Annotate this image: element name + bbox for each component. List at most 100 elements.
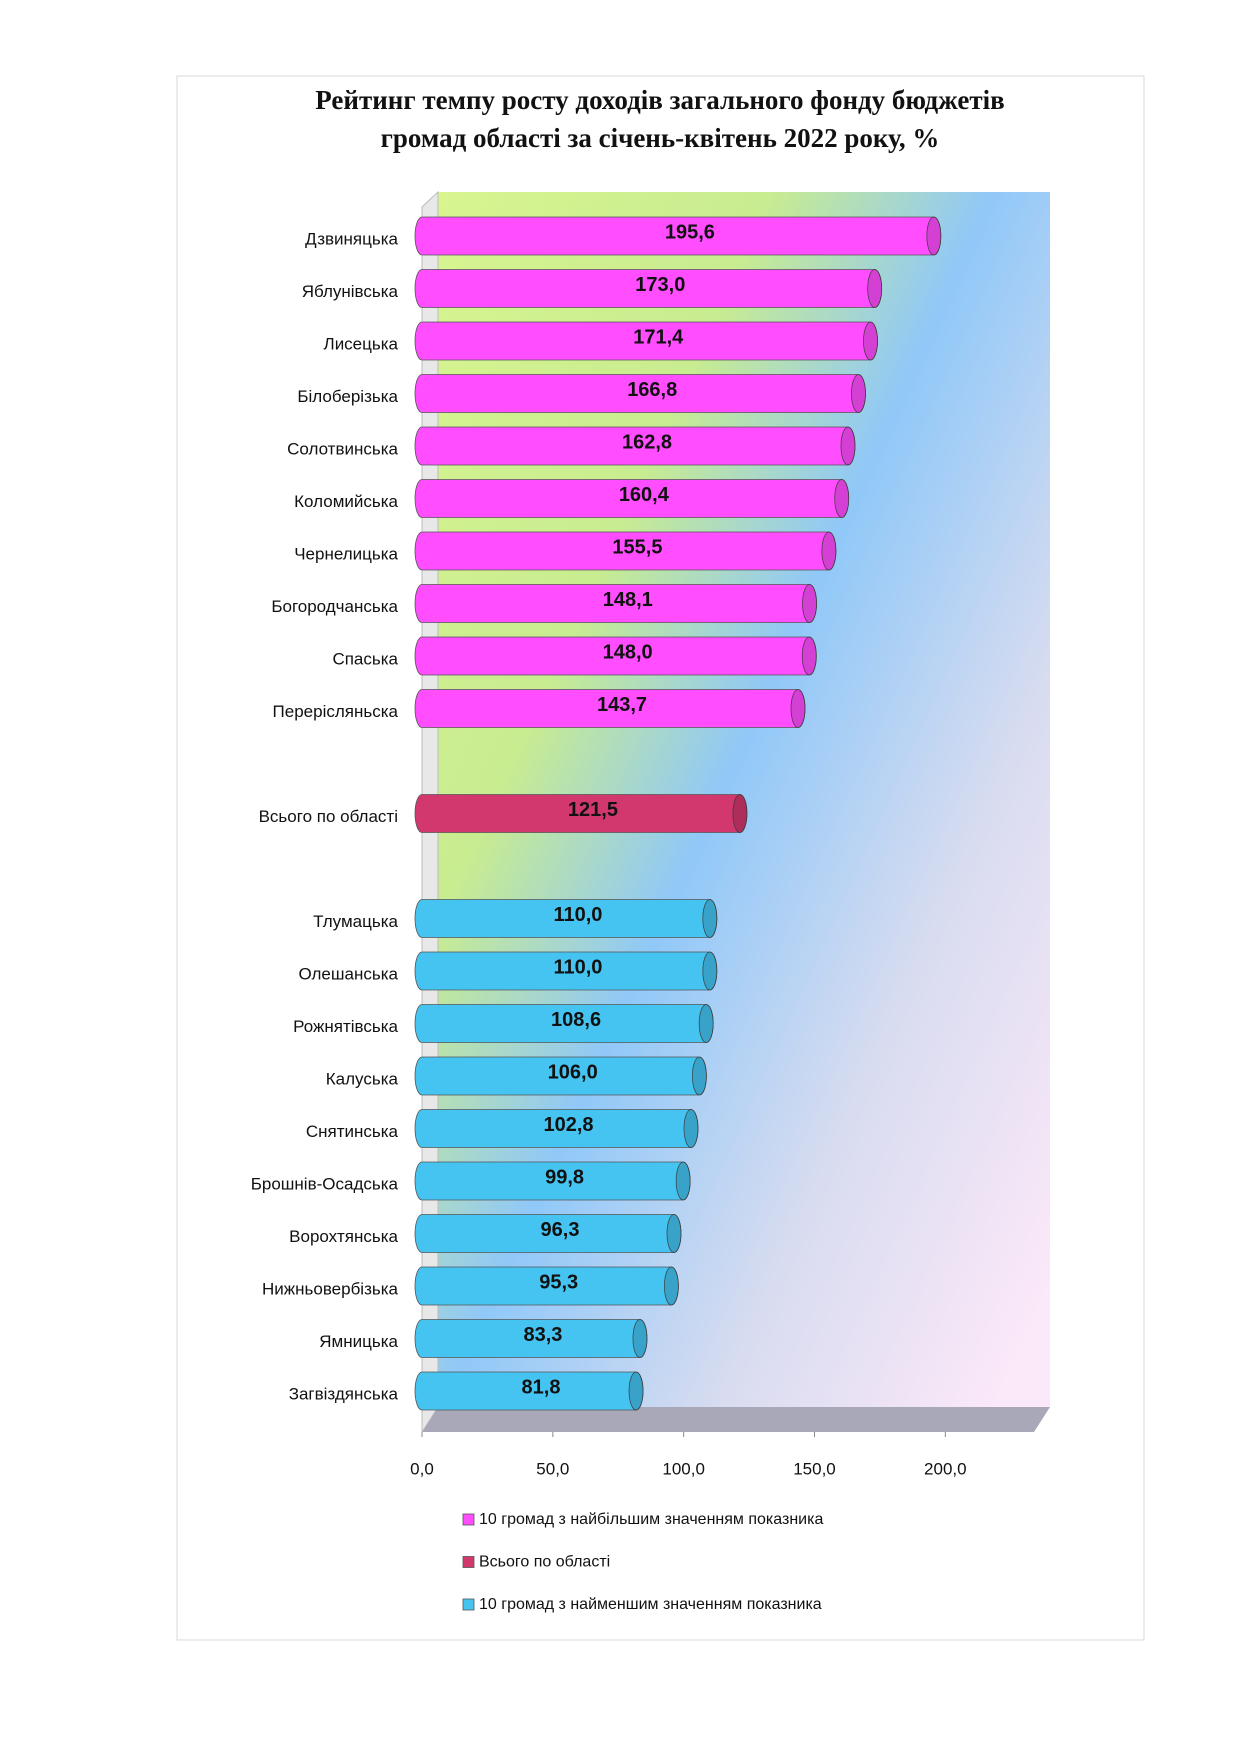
value-label: 148,1: [603, 589, 653, 611]
bar: [414, 1266, 679, 1306]
y-tick-label: Перерісляньска: [273, 702, 399, 721]
x-tick-label: 200,0: [924, 1459, 967, 1478]
value-label: 143,7: [597, 694, 647, 716]
y-tick-label: Олешанська: [298, 964, 398, 983]
bar: [414, 794, 748, 833]
value-label: 102,8: [543, 1114, 593, 1136]
bar-cap: [863, 321, 878, 361]
y-tick-label: Ворохтянська: [289, 1227, 398, 1246]
value-label: 195,6: [665, 221, 715, 243]
y-tick-label: Дзвиняцька: [305, 229, 398, 248]
y-tick-label: Тлумацька: [313, 912, 398, 931]
y-tick-label: Солотвинська: [287, 439, 398, 458]
x-tick-label: 0,0: [410, 1459, 434, 1478]
legend-label: 10 громад з найбільшим значенням показни…: [479, 1511, 823, 1528]
y-tick-label: Калуська: [326, 1069, 399, 1088]
legend-swatch: [462, 1513, 475, 1526]
legend-label: Всього по області: [479, 1554, 610, 1571]
bar: [414, 321, 878, 361]
bar-cap: [801, 636, 817, 676]
bar-cap: [851, 374, 866, 413]
y-tick-label: Богородчанська: [271, 597, 398, 616]
value-label: 108,6: [551, 1009, 601, 1031]
bar-cap: [926, 216, 942, 256]
legend-swatch: [462, 1598, 475, 1611]
y-tick-label: Снятинська: [306, 1122, 399, 1141]
y-tick-label: Білоберізька: [297, 387, 398, 406]
bar-cap: [702, 899, 718, 938]
bar: [414, 584, 817, 623]
x-tick-label: 50,0: [536, 1459, 569, 1478]
bar-cap: [790, 689, 806, 728]
bar-cap: [702, 951, 718, 991]
y-tick-label: Рожнятівська: [293, 1017, 398, 1036]
value-label: 155,5: [612, 536, 662, 558]
bar: [414, 636, 817, 676]
bar: [414, 479, 850, 518]
bar: [414, 1319, 648, 1358]
x-tick-label: 100,0: [662, 1459, 705, 1478]
value-label: 81,8: [522, 1376, 561, 1398]
bar: [414, 1371, 644, 1411]
y-tick-label: Всього по області: [259, 807, 398, 826]
bar-cap: [867, 269, 883, 308]
y-tick-label: Яблунівська: [302, 282, 399, 301]
value-label: 160,4: [619, 484, 670, 506]
bar-cap: [840, 426, 856, 466]
chart-title: громад області за січень-квітень 2022 ро…: [381, 123, 940, 153]
value-label: 110,0: [553, 904, 602, 926]
legend-swatch: [462, 1556, 475, 1568]
bar: [414, 216, 942, 256]
value-label: 95,3: [539, 1271, 578, 1293]
bar: [414, 1056, 707, 1096]
bar-cap: [834, 479, 850, 518]
value-label: 83,3: [524, 1324, 563, 1346]
bar: [414, 269, 883, 308]
value-label: 96,3: [541, 1219, 580, 1241]
bar: [414, 531, 837, 571]
y-tick-label: Нижньовербізька: [262, 1279, 399, 1298]
bar-cap: [628, 1371, 644, 1411]
bar-cap: [698, 1004, 714, 1043]
bar: [414, 951, 718, 991]
value-label: 99,8: [545, 1166, 584, 1188]
value-label: 171,4: [633, 326, 684, 348]
value-label: 106,0: [548, 1061, 598, 1083]
bar-cap: [802, 584, 817, 623]
value-label: 148,0: [603, 641, 653, 663]
bar: [414, 1161, 691, 1201]
bar: [414, 1109, 699, 1148]
bar: [414, 1214, 682, 1253]
y-tick-label: Спаська: [332, 649, 398, 668]
frame: [176, 75, 1145, 1641]
bar-cap: [675, 1161, 691, 1201]
bar-cap: [821, 531, 837, 571]
y-tick-label: Брошнів-Осадська: [251, 1174, 399, 1193]
bar: [414, 374, 866, 413]
bar-cap: [691, 1056, 707, 1096]
bar-cap: [683, 1109, 699, 1148]
chart-title: Рейтинг темпу росту доходів загального ф…: [315, 85, 1004, 115]
y-tick-label: Чернелицька: [294, 544, 398, 563]
value-label: 166,8: [627, 379, 677, 401]
x-tick-label: 150,0: [793, 1459, 836, 1478]
value-label: 121,5: [568, 799, 618, 821]
y-tick-label: Загвіздянська: [289, 1384, 399, 1403]
bar-cap: [663, 1266, 679, 1306]
legend-label: 10 громад з найменшим значенням показник…: [479, 1596, 822, 1613]
value-label: 173,0: [635, 274, 685, 296]
y-tick-label: Ямницька: [319, 1332, 398, 1351]
value-label: 162,8: [622, 431, 672, 453]
value-label: 110,0: [553, 956, 602, 978]
y-tick-label: Коломийська: [294, 492, 398, 511]
bar-cap: [666, 1214, 682, 1253]
bar: [414, 426, 856, 466]
bar-cap: [732, 794, 748, 833]
floor: [422, 1407, 1050, 1432]
bar-cap: [632, 1319, 648, 1358]
y-tick-label: Лисецька: [324, 334, 399, 353]
bar: [414, 689, 806, 728]
bar: [414, 1004, 714, 1043]
bar: [414, 899, 718, 938]
